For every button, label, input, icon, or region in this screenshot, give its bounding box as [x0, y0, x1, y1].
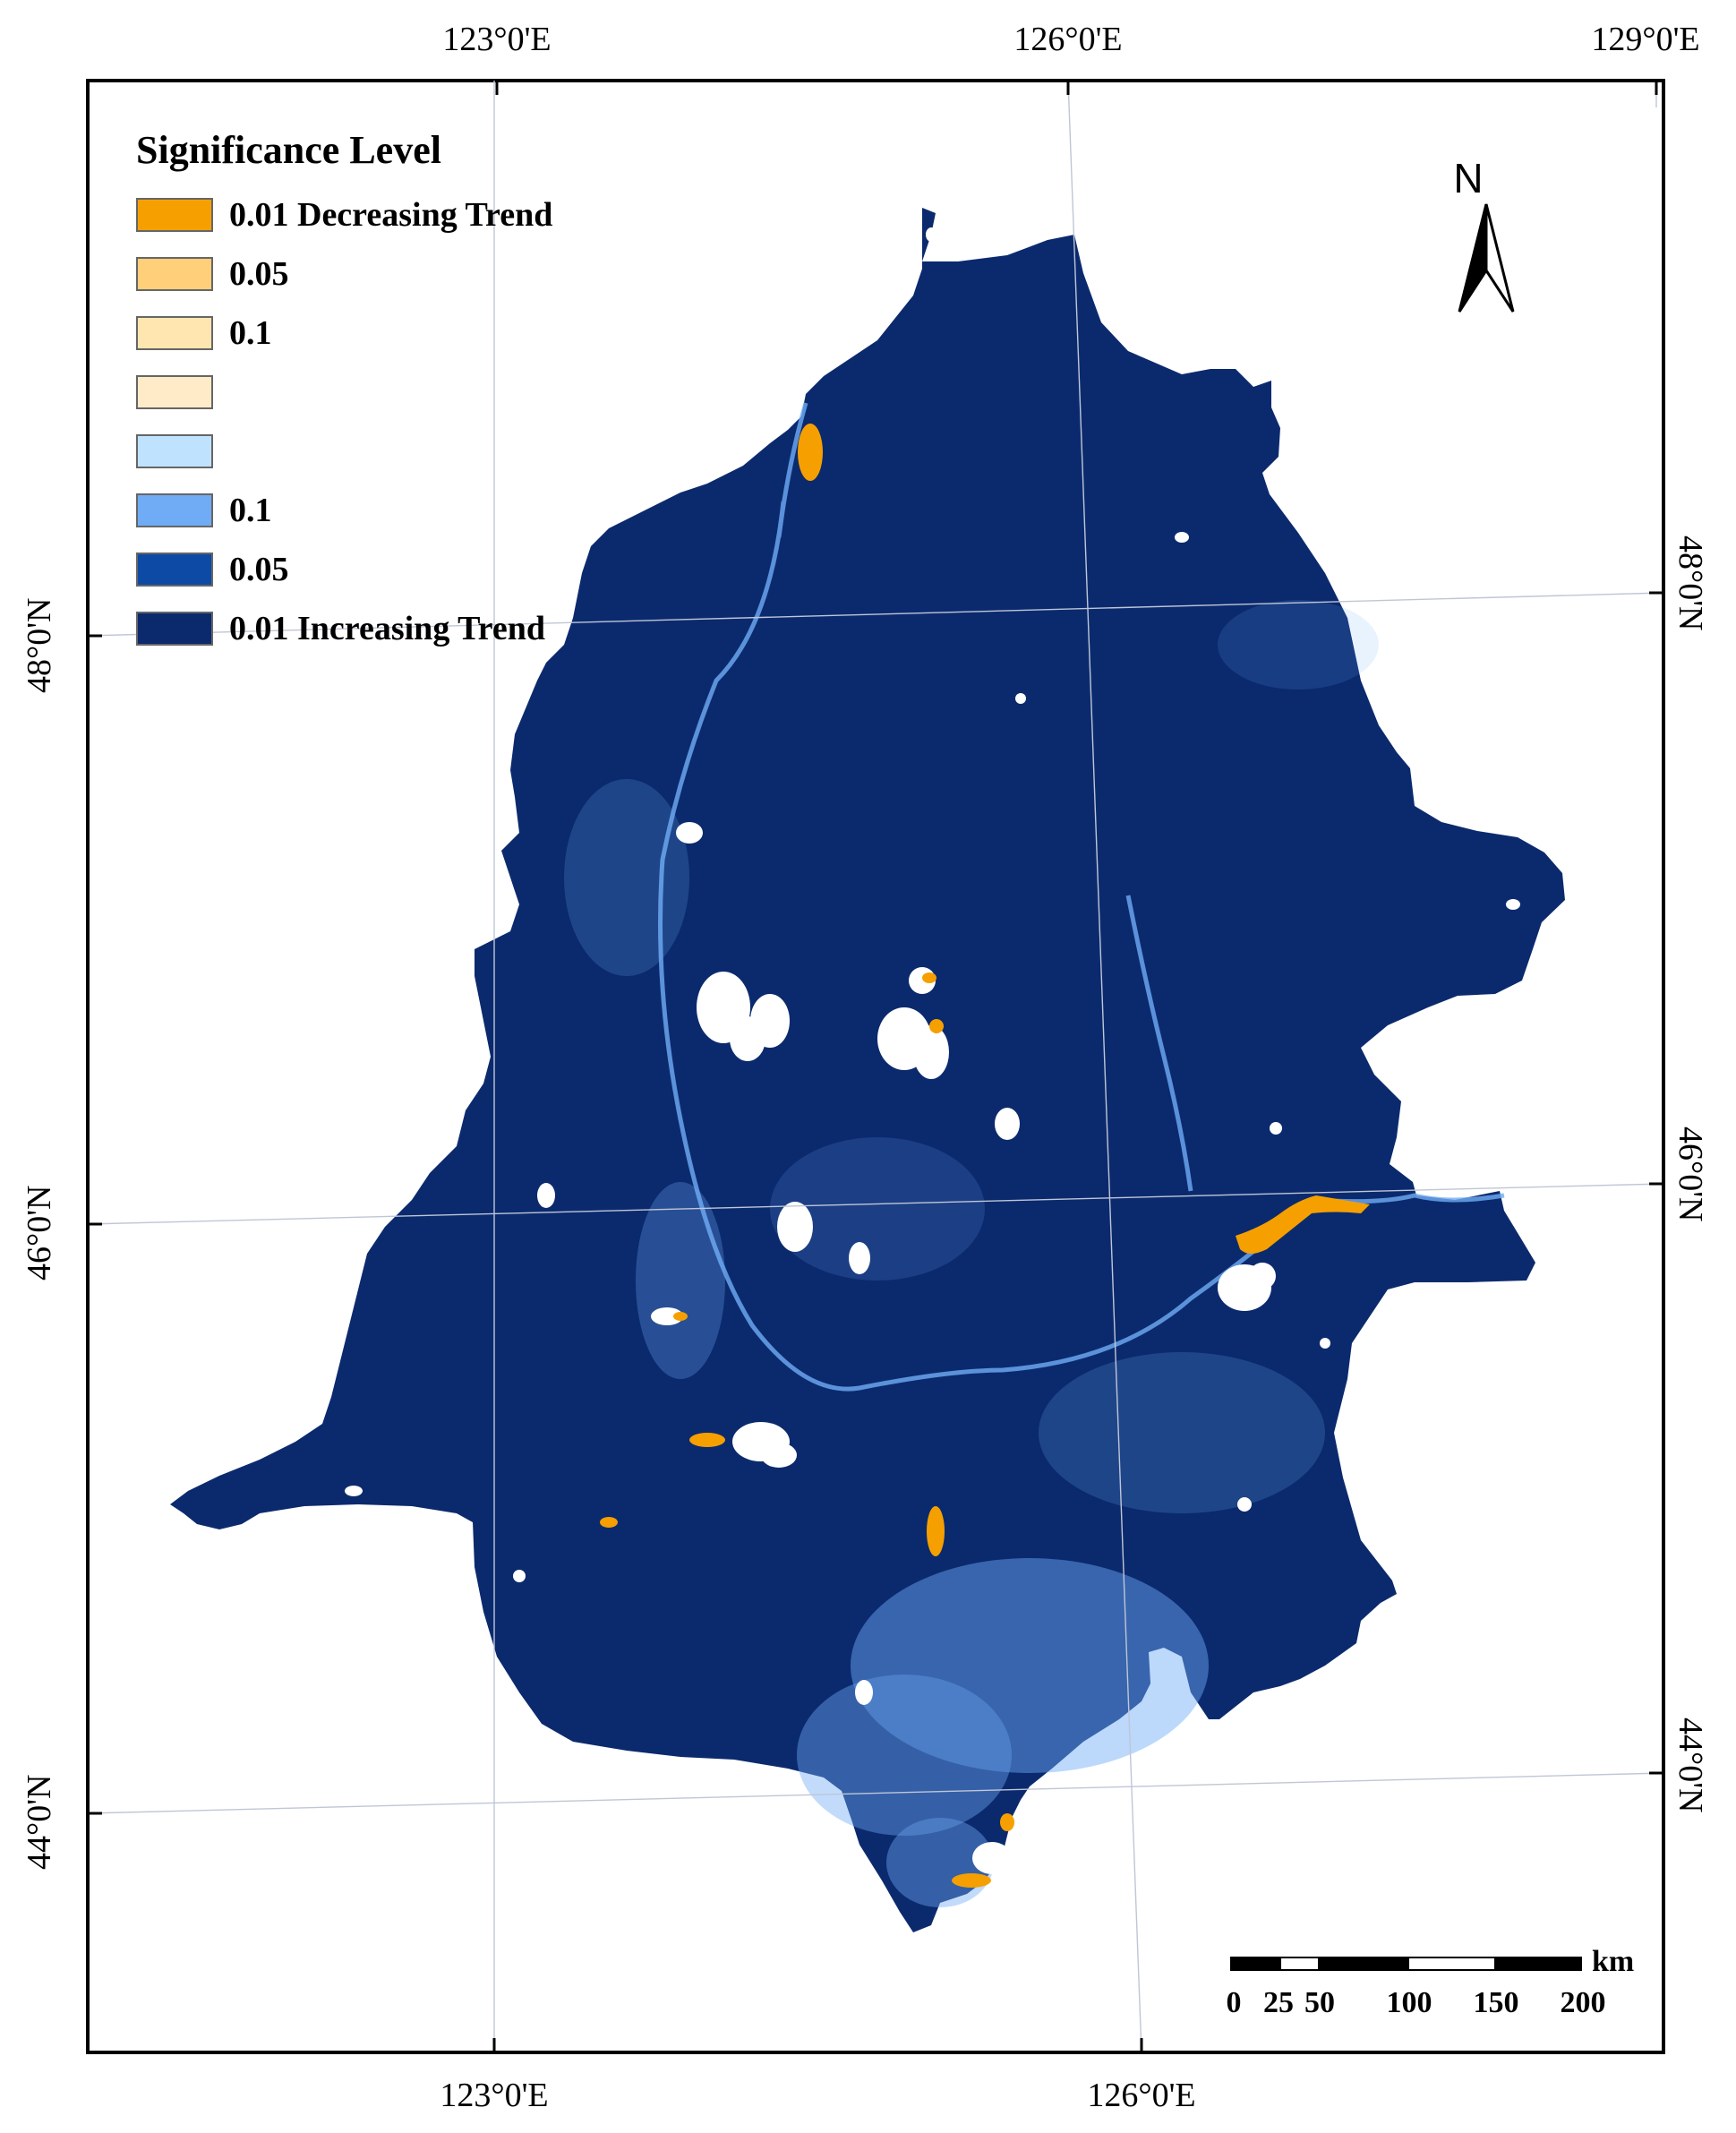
legend-item: 0.1 — [136, 304, 552, 363]
legend-swatch — [136, 198, 213, 232]
legend-swatch — [136, 257, 213, 291]
north-arrow-icon — [1458, 203, 1515, 313]
legend-swatch — [136, 493, 213, 527]
lat-label-left: 46°0'N — [21, 1185, 58, 1281]
graticule — [87, 80, 1664, 2053]
lon-label-bottom: 123°0'E — [440, 2077, 549, 2114]
lon-label-top: 123°0'E — [442, 21, 552, 58]
scale-tick-label: 25 — [1263, 1986, 1294, 2019]
lon-label-top: 126°0'E — [1013, 21, 1123, 58]
legend-item: 0.05 — [136, 244, 552, 304]
scale-tick-label: 200 — [1560, 1986, 1606, 2019]
scale-tick-label: 50 — [1304, 1986, 1335, 2019]
scale-tick-label: 0 — [1226, 1986, 1242, 2019]
decreasing-01-areas — [600, 424, 1370, 1888]
scale-unit: km — [1592, 1945, 1635, 1978]
legend-label: 0.05 — [229, 551, 289, 588]
scale-tick-label: 100 — [1386, 1986, 1432, 2019]
legend: Significance Level 0.01 Decreasing Trend… — [136, 127, 552, 658]
legend-item: 0.05 — [136, 540, 552, 599]
legend-item: 0.01 Increasing Trend — [136, 599, 552, 658]
legend-swatch — [136, 612, 213, 646]
no-data-areas — [345, 227, 1520, 1874]
legend-label: 0.01 Increasing Trend — [229, 610, 545, 647]
scale-tick-label: 150 — [1473, 1986, 1519, 2019]
legend-label: 0.05 — [229, 255, 289, 293]
legend-item: 0.01 Decreasing Trend — [136, 185, 552, 244]
legend-item — [136, 363, 552, 422]
lat-label-left: 44°0'N — [21, 1774, 58, 1871]
legend-swatch — [136, 434, 213, 468]
lon-label-bottom: 126°0'E — [1087, 2077, 1196, 2114]
map-frame — [86, 79, 1665, 2054]
north-arrow-label: N — [1453, 155, 1484, 201]
scale-bar — [1230, 1957, 1582, 1971]
legend-item: 0.1 — [136, 481, 552, 540]
legend-label: 0.1 — [229, 314, 272, 352]
legend-item — [136, 422, 552, 481]
lat-label-right: 44°0'N — [1672, 1718, 1709, 1813]
legend-swatch — [136, 316, 213, 350]
lat-label-left: 48°0'N — [21, 597, 58, 694]
lat-label-right: 46°0'N — [1672, 1126, 1709, 1222]
legend-swatch — [136, 553, 213, 587]
lat-label-right: 48°0'N — [1672, 535, 1709, 631]
legend-label: 0.01 Decreasing Trend — [229, 196, 553, 234]
legend-label: 0.1 — [229, 492, 272, 529]
increasing-01-areas — [564, 600, 1379, 1907]
legend-title: Significance Level — [136, 128, 441, 172]
river-lines — [658, 402, 1505, 1392]
study-region — [170, 208, 1565, 1932]
lon-label-top: 129°0'E — [1591, 21, 1700, 58]
frame-ticks — [88, 81, 1663, 2052]
legend-swatch — [136, 375, 213, 409]
